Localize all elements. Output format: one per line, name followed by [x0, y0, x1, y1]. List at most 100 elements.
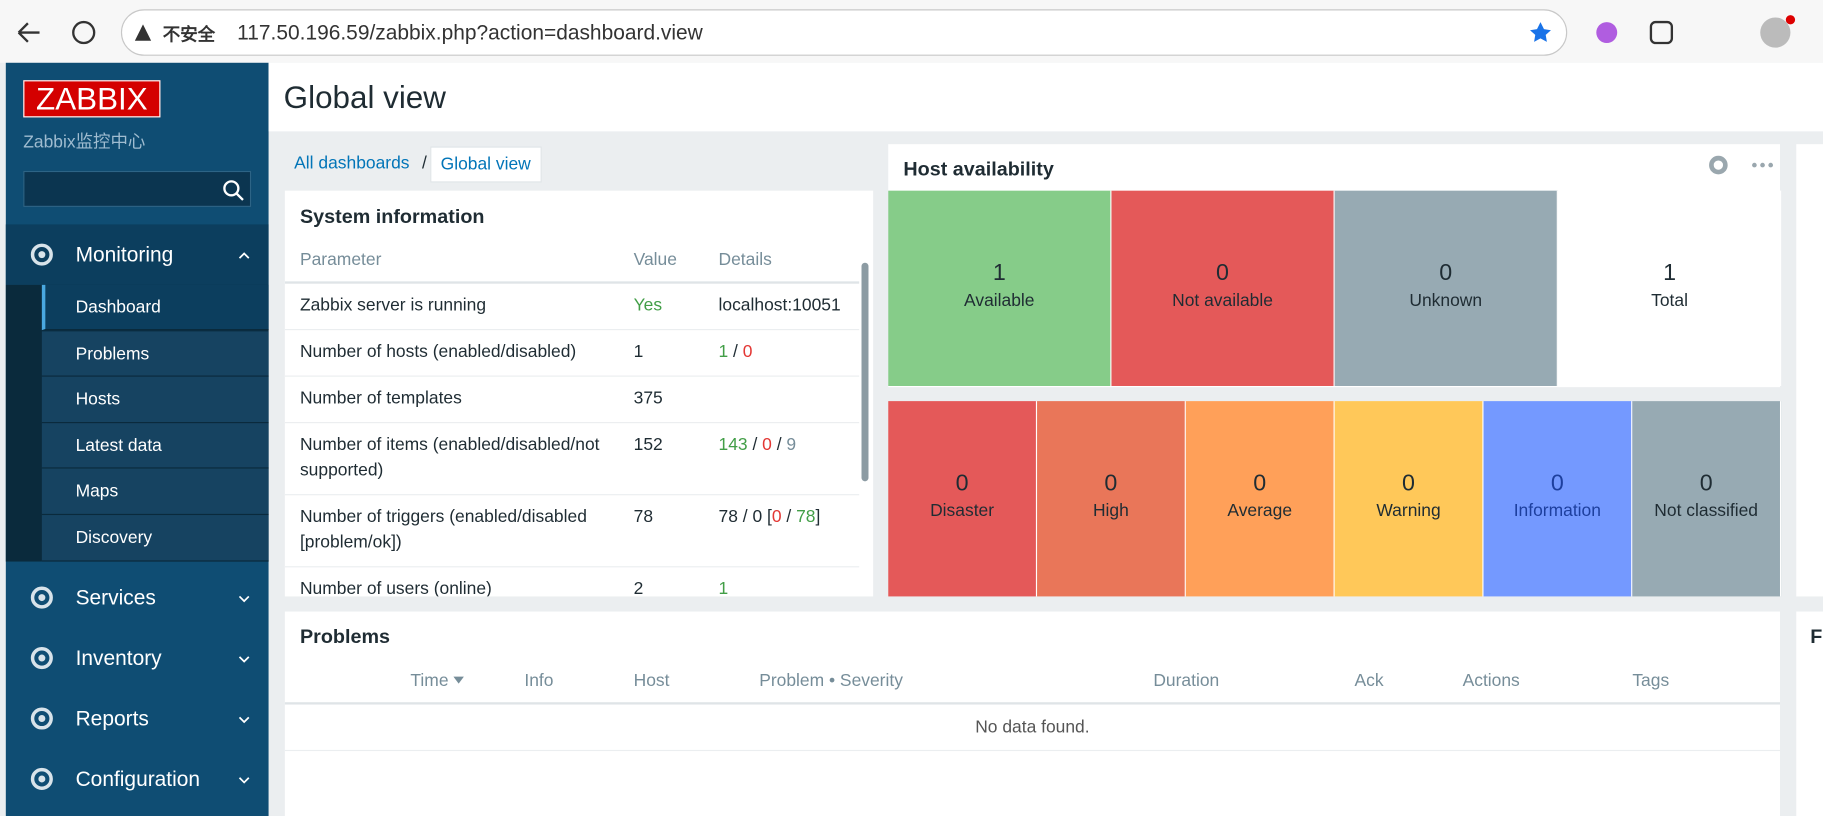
detail-part: /: [728, 341, 743, 362]
detail-part: localhost:10051: [718, 295, 841, 316]
status-cell[interactable]: 1 Total: [1557, 190, 1782, 386]
breadcrumb-link[interactable]: All dashboards: [294, 153, 410, 174]
status-cell[interactable]: 0 Not classified: [1632, 401, 1782, 597]
submenu-item[interactable]: [41, 330, 269, 377]
cell-label: Disaster: [930, 501, 995, 521]
detail-part: /: [771, 434, 787, 455]
value: 1: [633, 341, 644, 362]
cell-value: 0: [1104, 470, 1118, 497]
status-cell[interactable]: 0 Not available: [1111, 190, 1335, 386]
value: 375: [633, 388, 663, 409]
parameter: Number of items (enabled/disabled/not su…: [299, 434, 600, 481]
table-row: Number of triggers (enabled/disabled [pr…: [284, 495, 860, 568]
url: 117.50.196.59/zabbix.php?action=dashboar…: [237, 20, 703, 45]
widget-title: Host availability: [903, 158, 1054, 181]
breadcrumb-separator: /: [422, 153, 427, 174]
cell-label: Available: [964, 290, 1035, 311]
column-header: Actions: [1462, 670, 1520, 691]
system-info-widget: System information Parameter Value Details…: [284, 190, 874, 597]
details: 1 / 0: [719, 339, 753, 365]
address-bar[interactable]: 不安全 117.50.196.59/zabbix.php?action=dash…: [120, 9, 1568, 56]
cell-value: 1: [992, 260, 1006, 287]
column-header: Info: [524, 670, 554, 691]
status-cell[interactable]: 0 High: [1037, 401, 1186, 597]
cell-label: Average: [1227, 501, 1293, 521]
submenu-item[interactable]: [41, 468, 269, 516]
details: 143 / 0 / 9: [719, 432, 797, 458]
status-cell[interactable]: 0 Warning: [1334, 401, 1484, 597]
column-header: Details: [718, 249, 772, 270]
column-header: Duration: [1153, 670, 1220, 691]
cell-value: 0: [1402, 470, 1415, 497]
table-row: Number of hosts (enabled/disabled) 1 1 / 0: [284, 330, 860, 377]
detail-part: 78 / 0 [: [718, 506, 772, 527]
browser-icons[interactable]: [1593, 14, 1814, 51]
breadcrumb-current[interactable]: Global view: [430, 146, 542, 183]
column-header[interactable]: Time: [410, 671, 466, 691]
problems-widget: Problems Time Info Host Problem • Severity D…: [284, 611, 1780, 816]
column-header: Value: [633, 249, 677, 270]
partial-widget: F: [1796, 611, 1823, 816]
details: 78 / 0 [0 / 78]: [719, 505, 821, 531]
menu-label: Configuration: [75, 766, 201, 791]
submenu-item[interactable]: [41, 376, 269, 423]
cell-label: Information: [1513, 501, 1601, 521]
menu-item[interactable]: Monitoring: [5, 224, 269, 285]
logo[interactable]: ZABBIX: [23, 80, 161, 118]
parameter: Number of hosts (enabled/disabled): [299, 341, 577, 362]
menu-label: Monitoring: [75, 242, 174, 267]
status-cell[interactable]: 0 Information: [1483, 401, 1633, 597]
nav-icons[interactable]: [12, 16, 140, 49]
status-cell[interactable]: 1 Available: [888, 190, 1112, 386]
table-row: Number of templates 375: [284, 377, 860, 424]
sidebar: ZABBIX Zabbix监控中心 Monitoring Dashboard Pro…: [5, 62, 269, 816]
chevron: [238, 595, 250, 602]
menu-icon: [30, 243, 53, 266]
menu-item[interactable]: Services: [6, 567, 269, 627]
status-cell[interactable]: 0 Average: [1185, 401, 1335, 597]
detail-part: ]: [815, 506, 821, 527]
menu-item[interactable]: Inventory: [6, 627, 269, 687]
security-label: 不安全: [162, 25, 216, 46]
sort-arrow: [453, 676, 464, 684]
menu-item[interactable]: Configuration: [6, 748, 269, 808]
search-box[interactable]: [23, 170, 252, 207]
table-header: Parameter Value Details: [284, 237, 860, 284]
widget-title: Problems: [299, 625, 391, 648]
favorite-icon[interactable]: [1529, 21, 1552, 44]
submenu-item[interactable]: [41, 422, 269, 469]
detail-part: 1: [718, 578, 729, 597]
submenu-label: Problems: [75, 343, 150, 364]
chevron: [238, 776, 250, 784]
column-header: Tags: [1632, 670, 1670, 691]
browser-toolbar: 不安全 117.50.196.59/zabbix.php?action=dash…: [0, 0, 1823, 63]
status-cell[interactable]: 0 Disaster: [888, 401, 1038, 597]
table-row: Zabbix server is running Yes localhost:100…: [284, 284, 860, 331]
column-header: Parameter: [299, 249, 382, 270]
menu-item[interactable]: Reports: [6, 688, 269, 748]
detail-part: 1: [718, 341, 729, 362]
cell-label: High: [1092, 501, 1129, 521]
cell-label: Total: [1651, 290, 1688, 311]
details: 1: [718, 577, 729, 597]
detail-part: 0: [771, 506, 782, 527]
cell-label: Warning: [1376, 501, 1441, 521]
value: 78: [633, 506, 654, 527]
parameter: Number of users (online): [299, 578, 492, 597]
cell-value: 0: [1699, 470, 1713, 497]
scrollbar[interactable]: [861, 262, 869, 482]
parameter: Number of templates: [299, 388, 462, 409]
submenu-item[interactable]: [41, 515, 269, 562]
detail-part: 143: [718, 434, 748, 455]
widget-controls[interactable]: [1706, 153, 1776, 176]
submenu-label: Discovery: [75, 527, 153, 548]
widget-title: System information: [299, 205, 485, 228]
status-cell[interactable]: 0 Unknown: [1334, 190, 1558, 386]
cell-value: 0: [955, 470, 969, 497]
severity-widget: 0 Disaster 0 High 0 Average 0 Warning 0 Informati…: [888, 401, 1782, 597]
menu-label: Inventory: [75, 645, 162, 670]
cell-value: 0: [1216, 260, 1229, 287]
submenu-item[interactable]: [41, 284, 269, 330]
table-header: Time Info Host Problem • Severity Duration Ac…: [284, 658, 1780, 705]
